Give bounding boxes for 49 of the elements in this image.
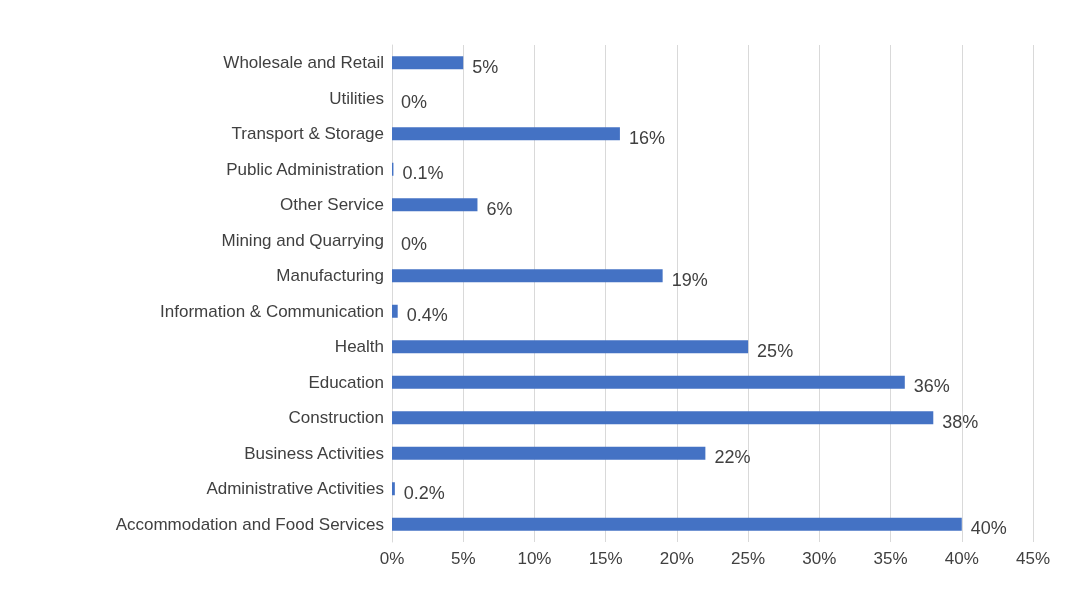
bar <box>392 304 398 318</box>
bar <box>392 411 934 425</box>
bar <box>392 127 620 141</box>
x-tick-label: 10% <box>517 549 552 568</box>
y-tick-label: Administrative Activities <box>206 479 384 499</box>
data-label: 0.2% <box>403 482 445 503</box>
x-tick-label: 35% <box>873 549 908 568</box>
x-tick-label: 40% <box>944 549 979 568</box>
data-label: 38% <box>942 411 979 432</box>
bar <box>392 340 749 354</box>
x-tick-label: 25% <box>731 549 766 568</box>
data-label: 25% <box>757 340 794 361</box>
y-tick-label: Wholesale and Retail <box>223 53 384 73</box>
bar <box>392 375 905 389</box>
y-tick-label: Information & Communication <box>160 301 384 321</box>
data-label: 0% <box>401 234 428 255</box>
data-label: 36% <box>913 376 950 397</box>
y-tick-label: Construction <box>288 408 384 428</box>
data-label: 16% <box>628 127 665 148</box>
y-tick-label: Business Activities <box>244 443 384 463</box>
x-tick-label: 20% <box>659 549 694 568</box>
x-tick-label: 5% <box>450 549 476 568</box>
y-tick-label: Public Administration <box>226 159 384 179</box>
data-label: 19% <box>671 269 708 290</box>
y-tick-label: Mining and Quarrying <box>221 230 384 250</box>
data-label: 0% <box>401 92 428 113</box>
x-tick-label: 45% <box>1015 549 1051 568</box>
y-tick-label: Health <box>334 337 384 357</box>
y-tick-label: Other Service <box>280 195 384 215</box>
x-tick-label: 0% <box>379 549 405 568</box>
y-tick-label: Utilities <box>329 88 384 108</box>
bar <box>392 269 663 283</box>
y-tick-label: Manufacturing <box>276 266 384 286</box>
y-tick-label: Accommodation and Food Services <box>115 514 384 534</box>
data-label: 22% <box>714 447 751 468</box>
data-label: 0.4% <box>406 305 448 326</box>
data-label: 0.1% <box>402 163 444 184</box>
y-tick-label: Education <box>308 372 384 392</box>
data-label: 5% <box>472 56 499 77</box>
bar <box>392 482 395 496</box>
y-tick-label: Transport & Storage <box>231 124 384 144</box>
bar <box>392 446 706 460</box>
bar <box>392 517 962 531</box>
bar <box>392 198 478 212</box>
bar <box>392 56 464 70</box>
x-tick-label: 15% <box>588 549 623 568</box>
data-label: 40% <box>970 518 1007 539</box>
data-label: 6% <box>486 198 513 219</box>
x-tick-label: 30% <box>802 549 837 568</box>
